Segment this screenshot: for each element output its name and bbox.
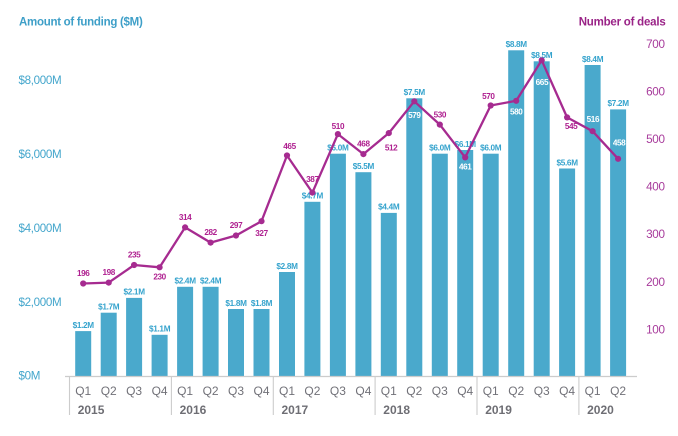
svg-text:580: 580 xyxy=(510,108,523,117)
svg-text:$0M: $0M xyxy=(19,370,41,383)
svg-text:Q1: Q1 xyxy=(483,384,499,398)
svg-text:$4.7M: $4.7M xyxy=(302,192,324,201)
svg-text:$6,000M: $6,000M xyxy=(19,148,62,161)
svg-text:2020: 2020 xyxy=(587,403,614,417)
svg-text:Number of deals: Number of deals xyxy=(579,17,666,29)
svg-text:$1.8M: $1.8M xyxy=(251,299,273,308)
svg-text:314: 314 xyxy=(179,213,192,222)
svg-text:200: 200 xyxy=(646,276,665,289)
svg-text:$2.4M: $2.4M xyxy=(200,277,222,286)
svg-text:$1.7M: $1.7M xyxy=(98,303,120,312)
svg-text:Q2: Q2 xyxy=(610,384,626,398)
svg-text:327: 327 xyxy=(255,229,268,238)
svg-text:$4,000M: $4,000M xyxy=(19,222,62,235)
svg-text:$6.0M: $6.0M xyxy=(480,144,502,153)
svg-text:2017: 2017 xyxy=(282,403,309,417)
svg-text:Q3: Q3 xyxy=(126,384,142,398)
svg-text:$8,000M: $8,000M xyxy=(19,74,62,87)
svg-text:$6.0M: $6.0M xyxy=(429,144,451,153)
svg-text:198: 198 xyxy=(102,268,115,277)
svg-text:461: 461 xyxy=(459,163,472,172)
svg-text:Q4: Q4 xyxy=(152,384,168,398)
svg-text:Q1: Q1 xyxy=(177,384,193,398)
svg-text:Q2: Q2 xyxy=(508,384,524,398)
svg-text:196: 196 xyxy=(77,269,90,278)
svg-text:$2,000M: $2,000M xyxy=(19,296,62,309)
svg-text:Q2: Q2 xyxy=(203,384,219,398)
svg-text:570: 570 xyxy=(482,92,495,101)
svg-text:458: 458 xyxy=(613,139,626,148)
svg-text:468: 468 xyxy=(357,140,370,149)
svg-text:600: 600 xyxy=(646,86,665,99)
svg-text:$8.8M: $8.8M xyxy=(506,40,528,49)
svg-text:$1.8M: $1.8M xyxy=(225,299,247,308)
svg-text:700: 700 xyxy=(646,38,665,51)
svg-text:$8.5M: $8.5M xyxy=(531,51,553,60)
svg-text:Q4: Q4 xyxy=(559,384,575,398)
svg-text:100: 100 xyxy=(646,323,665,336)
svg-text:2016: 2016 xyxy=(180,403,207,417)
svg-text:$2.1M: $2.1M xyxy=(123,288,145,297)
svg-text:$2.8M: $2.8M xyxy=(276,262,298,271)
svg-text:512: 512 xyxy=(385,144,398,153)
svg-text:Q3: Q3 xyxy=(330,384,346,398)
svg-text:Amount of funding ($M): Amount of funding ($M) xyxy=(19,17,143,29)
svg-text:$7.5M: $7.5M xyxy=(404,88,426,97)
svg-text:Q4: Q4 xyxy=(355,384,371,398)
svg-text:545: 545 xyxy=(565,122,578,131)
svg-text:2015: 2015 xyxy=(78,403,105,417)
svg-text:Q1: Q1 xyxy=(585,384,601,398)
svg-text:$4.4M: $4.4M xyxy=(378,203,400,212)
svg-text:2018: 2018 xyxy=(383,403,410,417)
svg-text:500: 500 xyxy=(646,133,665,146)
svg-text:Q1: Q1 xyxy=(75,384,91,398)
svg-text:Q4: Q4 xyxy=(457,384,473,398)
svg-text:$2.4M: $2.4M xyxy=(174,277,196,286)
svg-text:Q2: Q2 xyxy=(406,384,422,398)
svg-text:300: 300 xyxy=(646,228,665,241)
svg-text:$8.4M: $8.4M xyxy=(582,55,604,64)
svg-text:Q1: Q1 xyxy=(381,384,397,398)
svg-text:510: 510 xyxy=(332,122,345,131)
svg-text:$1.1M: $1.1M xyxy=(149,325,171,334)
svg-text:579: 579 xyxy=(408,111,421,120)
svg-text:516: 516 xyxy=(587,115,600,124)
svg-text:665: 665 xyxy=(536,78,549,87)
svg-text:$1.2M: $1.2M xyxy=(73,321,95,330)
svg-text:$5.5M: $5.5M xyxy=(353,162,375,171)
svg-text:235: 235 xyxy=(128,251,141,260)
svg-text:Q4: Q4 xyxy=(253,384,269,398)
svg-text:$7.2M: $7.2M xyxy=(607,99,629,108)
svg-text:Q3: Q3 xyxy=(228,384,244,398)
svg-text:$5.6M: $5.6M xyxy=(556,158,578,167)
svg-text:230: 230 xyxy=(153,272,166,281)
svg-text:297: 297 xyxy=(230,221,243,230)
svg-text:465: 465 xyxy=(283,142,296,151)
svg-text:$6.1M: $6.1M xyxy=(455,140,477,149)
svg-text:387: 387 xyxy=(306,175,319,184)
svg-text:282: 282 xyxy=(204,228,217,237)
svg-text:$6.0M: $6.0M xyxy=(327,144,349,153)
svg-text:Q3: Q3 xyxy=(534,384,550,398)
svg-text:Q3: Q3 xyxy=(432,384,448,398)
svg-text:Q1: Q1 xyxy=(279,384,295,398)
svg-text:2019: 2019 xyxy=(485,403,512,417)
svg-text:530: 530 xyxy=(434,110,447,119)
svg-text:400: 400 xyxy=(646,181,665,194)
svg-text:Q2: Q2 xyxy=(304,384,320,398)
svg-text:Q2: Q2 xyxy=(101,384,117,398)
